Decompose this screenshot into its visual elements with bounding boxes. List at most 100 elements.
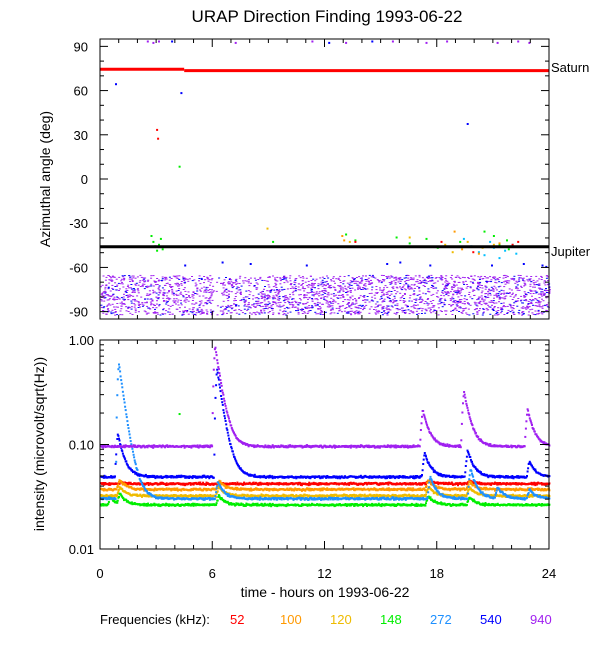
azimuth-point bbox=[165, 303, 168, 305]
azimuth-point bbox=[494, 287, 497, 289]
azimuth-point bbox=[489, 301, 492, 303]
azimuth-point bbox=[156, 284, 159, 285]
azimuth-point bbox=[471, 298, 474, 300]
azimuth-point bbox=[495, 310, 498, 312]
azimuth-point bbox=[221, 314, 224, 316]
azimuth-point bbox=[186, 310, 189, 312]
azimuth-point bbox=[459, 287, 462, 289]
intensity-point bbox=[393, 487, 395, 490]
azimuth-point bbox=[409, 277, 412, 279]
azimuth-point bbox=[156, 312, 159, 314]
azimuth-point bbox=[481, 287, 484, 289]
intensity-panel: 1.000.100.010 6 12 18 24 intensity (microvol… bbox=[31, 333, 556, 600]
azimuth-point bbox=[396, 303, 399, 305]
azimuth-point bbox=[367, 277, 370, 279]
azimuth-point bbox=[451, 286, 454, 288]
azimuth-point bbox=[116, 284, 119, 286]
intensity-point bbox=[143, 489, 146, 492]
azimuth-point bbox=[277, 293, 280, 295]
azimuth-point bbox=[516, 287, 519, 289]
intensity-point bbox=[357, 483, 360, 486]
azimuth-point bbox=[351, 277, 354, 279]
azimuth-point bbox=[488, 280, 491, 282]
intensity-point bbox=[259, 481, 262, 484]
azimuth-point bbox=[517, 312, 520, 314]
azimuth-point bbox=[134, 277, 137, 279]
azimuth-point bbox=[183, 280, 186, 281]
azimuth-point bbox=[208, 299, 211, 301]
azimuth-point bbox=[443, 291, 446, 293]
azimuth-point bbox=[529, 279, 531, 281]
azimuth-point bbox=[268, 296, 271, 298]
azimuth-point bbox=[337, 303, 340, 305]
azimuth-point bbox=[297, 304, 300, 306]
azimuth-point bbox=[441, 276, 444, 278]
azimuth-point bbox=[412, 305, 415, 307]
azimuth-point bbox=[192, 297, 195, 299]
azimuth-point bbox=[351, 310, 354, 312]
azimuth-point bbox=[122, 276, 125, 278]
azimuth-point bbox=[136, 276, 139, 278]
azimuth-point bbox=[467, 308, 470, 310]
intensity-point bbox=[414, 482, 417, 484]
azimuth-point bbox=[178, 288, 181, 290]
azimuth-point bbox=[151, 300, 154, 302]
intensity-point bbox=[150, 495, 153, 498]
azimuth-point bbox=[415, 298, 418, 300]
azimuth-point bbox=[199, 303, 202, 305]
azimuth-point bbox=[288, 277, 291, 279]
azimuth-point bbox=[502, 277, 505, 279]
azimuth-point bbox=[281, 311, 284, 313]
azimuth-point bbox=[495, 302, 498, 304]
azimuth-point bbox=[331, 301, 334, 302]
azimuth-point bbox=[239, 292, 242, 294]
azimuth-point bbox=[166, 292, 169, 294]
azimuth-point bbox=[415, 310, 418, 312]
azimuth-point bbox=[393, 297, 396, 299]
azimuth-point bbox=[522, 306, 525, 308]
azimuth-point bbox=[295, 302, 297, 304]
azimuth-point bbox=[459, 302, 462, 303]
azimuth-point bbox=[541, 295, 544, 297]
azimuth-point bbox=[458, 276, 461, 278]
azimuth-point bbox=[457, 296, 460, 298]
azimuth-point bbox=[458, 293, 461, 295]
azimuth-point bbox=[132, 295, 135, 297]
azimuth-point bbox=[324, 290, 327, 292]
azimuth-point bbox=[275, 287, 278, 288]
azimuth-point bbox=[281, 279, 284, 280]
azimuth-point bbox=[478, 310, 481, 312]
intensity-point bbox=[306, 494, 309, 497]
azimuth-point bbox=[538, 301, 540, 303]
azimuth-point bbox=[130, 302, 133, 304]
azimuth-point bbox=[146, 286, 149, 288]
azimuth-point bbox=[425, 280, 427, 282]
azimuth-point bbox=[309, 292, 312, 293]
azimuth-point bbox=[168, 291, 170, 293]
azimuth-point bbox=[326, 306, 329, 308]
azimuth-point bbox=[377, 310, 380, 312]
intensity-point bbox=[200, 494, 203, 496]
azimuth-point bbox=[225, 308, 228, 310]
azimuth-point bbox=[354, 313, 356, 315]
azimuth-point bbox=[390, 276, 393, 278]
azimuth-point bbox=[426, 299, 429, 300]
azimuth-point bbox=[137, 288, 139, 290]
azimuth-point bbox=[525, 300, 528, 302]
azimuth-point bbox=[386, 305, 389, 307]
azimuth-point bbox=[260, 298, 263, 299]
intensity-point bbox=[381, 488, 384, 491]
azimuth-point bbox=[463, 277, 466, 279]
azimuth-point bbox=[527, 280, 530, 282]
azimuth-point bbox=[515, 280, 518, 282]
azimuth-point bbox=[292, 287, 295, 289]
azimuth-point bbox=[255, 282, 258, 284]
azimuth-point bbox=[364, 283, 367, 285]
azimuth-point bbox=[364, 288, 367, 290]
azimuth-point bbox=[386, 263, 389, 265]
azimuth-point bbox=[495, 313, 498, 314]
azimuth-point bbox=[416, 279, 419, 281]
azimuth-point bbox=[427, 303, 430, 305]
azimuth-point bbox=[514, 295, 517, 297]
azimuth-point bbox=[540, 275, 543, 277]
